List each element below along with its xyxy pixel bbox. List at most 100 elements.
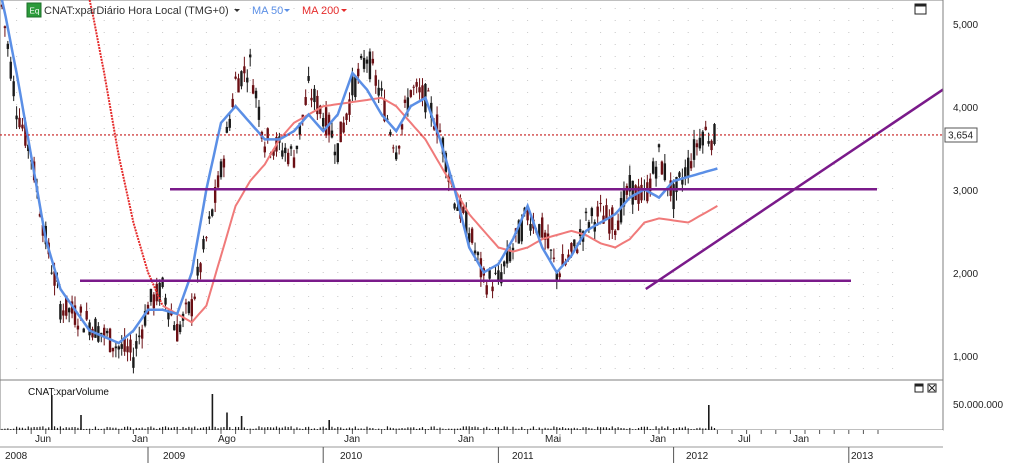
ma50-label[interactable]: MA 50 [252, 5, 283, 17]
price-tick-label: 5,000 [953, 20, 978, 31]
candle-body [412, 86, 415, 88]
maximize-icon[interactable] [914, 3, 927, 15]
candle-body [558, 273, 561, 278]
candle-body [216, 175, 220, 188]
candle-body [543, 232, 547, 240]
candle-body [351, 76, 354, 96]
volume-bars [1, 394, 716, 430]
candle-body [611, 207, 614, 230]
candle-body [371, 58, 375, 64]
candle-body [570, 243, 573, 252]
candle-body [310, 97, 313, 101]
candle-body [494, 272, 497, 274]
candle-body [202, 239, 205, 250]
candle-body [135, 341, 138, 349]
candle-body [573, 239, 576, 247]
ma200-dropdown-icon[interactable] [341, 9, 347, 12]
candle-body [430, 102, 433, 118]
candle-body [681, 177, 684, 185]
candle-body [205, 237, 208, 239]
symbol-dropdown-icon[interactable] [234, 9, 240, 12]
candle-body [199, 263, 202, 273]
candle-body [541, 217, 544, 238]
candle-body [345, 113, 348, 121]
month-label: Jan [650, 434, 666, 445]
candle-body [173, 325, 176, 331]
ma50-dropdown-icon[interactable] [284, 9, 290, 12]
volume-pane: CNAT:xparVolume 50.000.000 [0, 379, 1003, 431]
candle-body [465, 210, 468, 237]
candle-body [689, 161, 693, 169]
volume-tick-label: 50.000.000 [953, 400, 1003, 411]
candle-body [546, 233, 550, 249]
candle-body [295, 145, 299, 150]
candle-body [231, 98, 234, 108]
candle-body [114, 346, 118, 349]
candle-body [82, 328, 85, 333]
candle-body [508, 250, 512, 262]
candle-body [161, 277, 164, 288]
candle-body [251, 85, 255, 94]
candle-body [549, 249, 553, 251]
candle-body [123, 336, 126, 352]
candle-body [76, 325, 80, 330]
candle-body [500, 272, 503, 284]
candle-body [473, 250, 477, 254]
candle-body [143, 310, 147, 326]
candle-body [649, 178, 652, 192]
candle-body [552, 257, 556, 259]
volume-minimize-icon[interactable] [914, 383, 924, 393]
candle-body [222, 158, 226, 168]
candle-body [176, 323, 179, 342]
candle-body [342, 122, 345, 133]
candle-body [62, 310, 65, 316]
candle-body [178, 324, 182, 333]
candle-body [286, 152, 290, 165]
candle-body [695, 143, 699, 148]
ma200-label[interactable]: MA 200 [302, 5, 339, 17]
candle-body [605, 205, 608, 219]
candle-body [628, 175, 631, 192]
month-label: Mai [545, 434, 561, 445]
candle-body [21, 124, 24, 129]
candle-body [18, 117, 21, 128]
candle-body [103, 327, 106, 337]
candle-body [485, 285, 488, 295]
year-label: 2010 [340, 451, 363, 462]
candle-body [316, 95, 319, 115]
candle-body [511, 247, 515, 251]
volume-title: CNAT:xparVolume [28, 387, 109, 398]
month-label: Jan [344, 434, 360, 445]
candle-body [616, 220, 620, 231]
symbol-label[interactable]: CNAT:xparDiário Hora Local (TMG+0) [44, 5, 229, 17]
candle-body [307, 76, 310, 81]
equity-badge [26, 2, 42, 18]
candle-body [503, 261, 506, 267]
candle-body [561, 253, 564, 266]
candle-body [400, 124, 404, 130]
candle-body [520, 219, 523, 242]
trend-line [645, 88, 944, 291]
candle-body [362, 57, 366, 69]
candle-body [383, 99, 386, 122]
candle-body [187, 301, 191, 314]
candle-body [289, 146, 293, 149]
candle-body [322, 117, 325, 127]
indicator-lines [0, 0, 944, 345]
candle-body [301, 114, 304, 118]
candle-body [129, 339, 132, 353]
ma50-line [0, 0, 718, 345]
candle-body [38, 213, 42, 217]
candle-body [339, 121, 342, 143]
candle-body [631, 180, 634, 205]
candle-body [403, 99, 407, 103]
candle-body [354, 76, 357, 98]
candle-body [330, 130, 334, 138]
candle-body [79, 306, 83, 313]
price-axis: 5,000 4,000 3,000 2,000 1,000 3,654 [944, 20, 978, 363]
month-label: Jun [35, 434, 51, 445]
candle-body [6, 43, 10, 49]
candle-body [24, 121, 27, 146]
candle-body [692, 139, 696, 160]
